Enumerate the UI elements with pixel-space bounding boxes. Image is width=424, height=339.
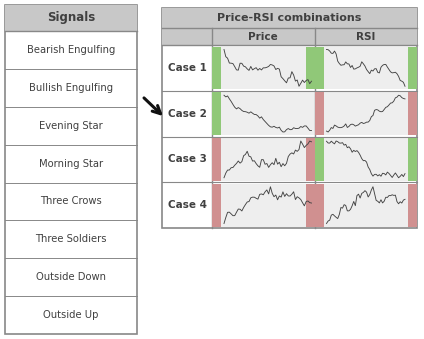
Text: Price-RSI combinations: Price-RSI combinations [218,13,362,23]
Bar [408,92,417,135]
Bar [212,138,221,181]
Bar [306,138,315,181]
Text: Outside Down: Outside Down [36,272,106,282]
Bar [162,8,417,228]
Bar [212,92,315,135]
Bar [5,5,137,31]
Bar [408,138,417,181]
Text: Outside Up: Outside Up [43,310,99,320]
Bar [212,92,221,135]
Bar [315,46,417,89]
Bar [315,92,417,135]
Bar [315,138,324,181]
Text: RSI: RSI [356,32,375,41]
Bar [212,184,221,226]
Text: Case 2: Case 2 [167,108,206,119]
Bar [162,28,417,45]
Bar [5,5,137,334]
Bar [315,184,324,226]
Text: Evening Star: Evening Star [39,121,103,131]
Text: Bearish Engulfing: Bearish Engulfing [27,45,115,55]
Bar [162,8,417,28]
Text: Three Crows: Three Crows [40,196,102,206]
Bar [212,138,315,181]
Bar [315,184,417,226]
Bar [212,46,315,89]
Text: Morning Star: Morning Star [39,159,103,168]
Bar [315,138,417,181]
Bar [408,184,417,226]
Bar [212,184,315,226]
Text: Case 1: Case 1 [167,63,206,73]
Bar [408,46,417,89]
Bar [212,46,221,89]
Text: Price: Price [248,32,278,41]
Text: Bullish Engulfing: Bullish Engulfing [29,83,113,93]
Text: Case 4: Case 4 [167,200,206,210]
Text: Three Soldiers: Three Soldiers [35,234,107,244]
Bar [306,184,315,226]
Bar [315,92,324,135]
Text: Signals: Signals [47,12,95,24]
Text: Case 3: Case 3 [167,154,206,164]
Bar [306,46,315,89]
Bar [315,46,324,89]
